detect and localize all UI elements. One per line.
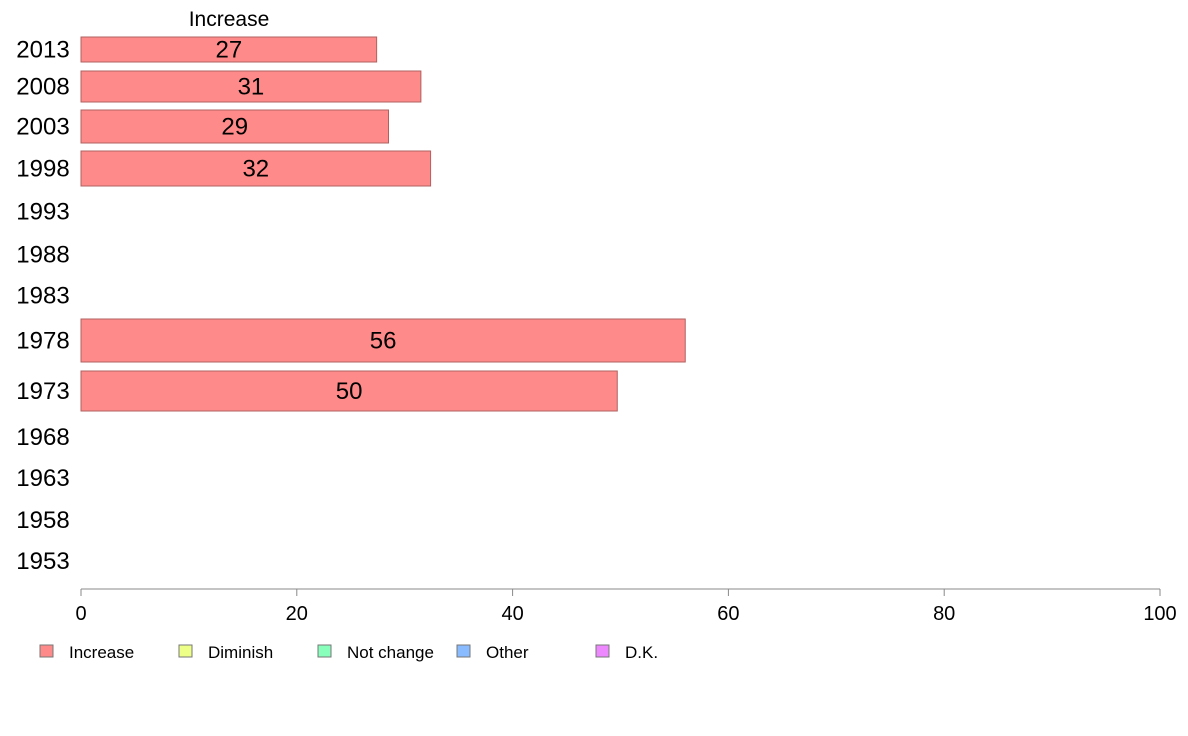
category-label: 1953 xyxy=(16,548,69,575)
x-tick-label: 40 xyxy=(501,603,523,625)
bar-increase-2013 xyxy=(80,36,378,63)
category-label: 1963 xyxy=(16,465,69,492)
bar-value-label: 29 xyxy=(221,114,248,141)
category-label: 1978 xyxy=(16,328,69,355)
column-header: Increase xyxy=(189,8,270,31)
category-label: 1993 xyxy=(16,199,69,226)
category-label: 1983 xyxy=(16,283,69,310)
category-label: 1968 xyxy=(16,424,69,451)
bar-value-label: 27 xyxy=(215,37,242,64)
bar-value-label: 32 xyxy=(242,156,269,183)
x-tick-label: 100 xyxy=(1143,603,1176,625)
category-label: 1998 xyxy=(16,156,69,183)
bar-increase-2003 xyxy=(80,109,390,144)
legend-swatch xyxy=(178,644,193,658)
legend-swatch xyxy=(317,644,332,658)
legend-label: Not change xyxy=(347,643,434,662)
category-label: 1988 xyxy=(16,242,69,269)
category-label: 1973 xyxy=(16,378,69,405)
bar-value-label: 50 xyxy=(336,378,363,405)
legend-swatch xyxy=(456,644,471,658)
bar-value-label: 31 xyxy=(238,74,265,101)
legend-label: Diminish xyxy=(208,643,273,662)
category-label: 2003 xyxy=(16,114,69,141)
category-label: 1958 xyxy=(16,507,69,534)
x-tick-label: 0 xyxy=(75,603,86,625)
bar-increase-1973 xyxy=(80,370,618,412)
x-tick-label: 20 xyxy=(286,603,308,625)
category-label: 2013 xyxy=(16,37,69,64)
category-label: 2008 xyxy=(16,74,69,101)
bar-increase-1978 xyxy=(80,318,686,363)
x-tick-label: 60 xyxy=(717,603,739,625)
bar-value-label: 56 xyxy=(370,328,397,355)
bar-increase-2008 xyxy=(80,70,422,103)
legend-label: Other xyxy=(486,643,529,662)
bar-increase-1998 xyxy=(80,150,432,187)
legend-label: D.K. xyxy=(625,643,658,662)
legend-label: Increase xyxy=(69,643,134,662)
x-tick-label: 80 xyxy=(933,603,955,625)
legend-swatch xyxy=(39,644,54,658)
legend-swatch xyxy=(595,644,610,658)
